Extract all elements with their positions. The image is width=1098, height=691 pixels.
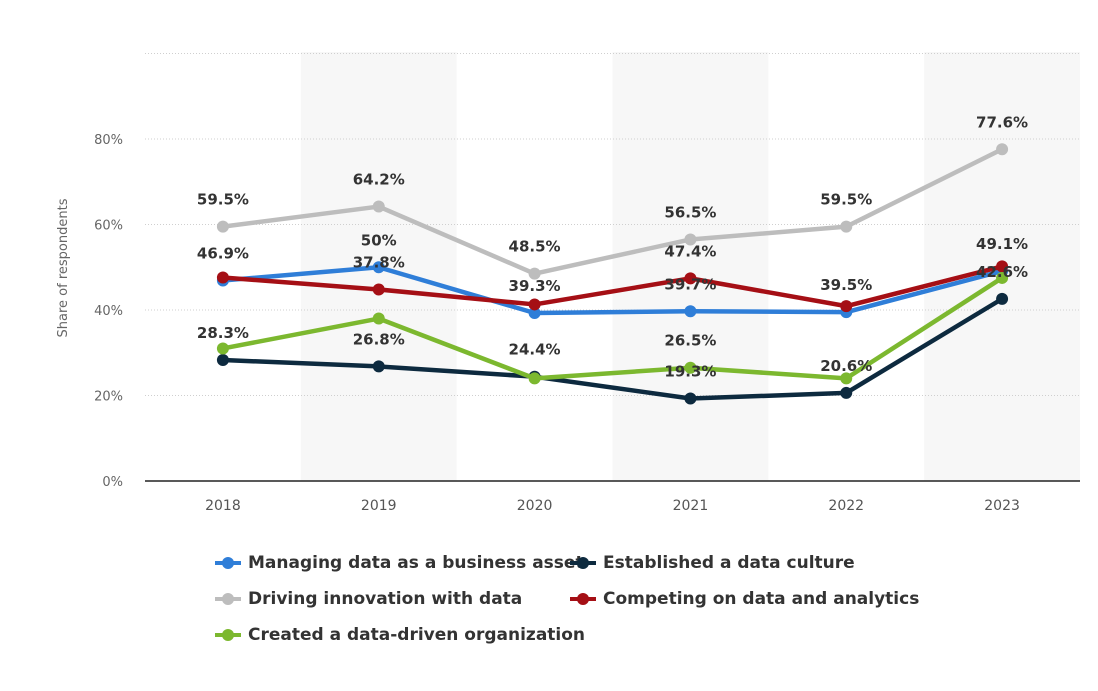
data-label: 28.3% [197,324,249,342]
data-label: 50% [361,231,397,249]
x-tick-label: 2021 [673,498,709,514]
data-point [372,283,385,296]
data-label: 39.5% [820,276,872,294]
data-label: 56.5% [664,203,716,221]
data-point [684,305,697,318]
data-label: 39.3% [509,277,561,295]
data-label: 49.1% [976,235,1028,253]
data-label: 26.8% [353,330,405,348]
legend-label: Driving innovation with data [248,589,523,609]
y-tick-label: 40% [94,304,123,319]
y-tick-label: 0% [102,475,123,490]
data-point [372,360,385,373]
x-tick-label: 2020 [517,498,553,514]
legend-label: Managing data as a business asset [248,553,584,573]
data-label: 19.3% [664,362,716,380]
x-tick-label: 2019 [361,498,397,514]
data-point [840,300,853,313]
data-point [216,354,229,367]
y-tick-label: 20% [94,390,123,405]
data-label: 37.8% [353,253,405,271]
data-label: 42.6% [976,263,1028,281]
data-point [684,392,697,405]
x-tick-label: 2022 [828,498,864,514]
line-chart: 0% 20% 40% 60% 80% 2018 2019 2020 2021 2022 2023 Sh… [56,52,1080,514]
data-label: 24.4% [509,341,561,359]
data-point [684,272,697,285]
legend-swatch-icon [215,629,241,641]
legend-label: Created a data-driven organization [248,625,586,645]
data-label: 64.2% [353,171,405,189]
y-tick-label: 60% [94,219,123,234]
legend-swatch-icon [570,557,596,569]
legend-item-managing-data[interactable]: Managing data as a business asset [215,553,584,573]
legend-item-competing[interactable]: Competing on data and analytics [570,589,919,609]
data-label: 59.5% [820,191,872,209]
data-point [372,312,385,325]
legend-item-data-driven-org[interactable]: Created a data-driven organization [215,625,585,645]
series-line [220,264,1005,309]
y-axis-title: Share of respondents [56,198,71,337]
data-point [684,361,697,374]
series-line [220,296,1005,401]
data-point [840,386,853,399]
data-label: 20.6% [820,357,872,375]
data-label: 46.9% [197,245,249,263]
data-label: 59.5% [197,191,249,209]
data-label: 77.6% [976,113,1028,131]
data-point [840,372,853,385]
legend-item-innovation[interactable]: Driving innovation with data [215,589,522,609]
data-label: 48.5% [509,238,561,256]
data-point [216,271,229,284]
data-point [528,298,541,311]
data-point [528,267,541,280]
data-label: 47.4% [664,242,716,260]
series-line [220,265,1005,316]
data-point [528,372,541,385]
legend-item-data-culture[interactable]: Established a data culture [570,553,855,573]
data-point [528,306,541,319]
x-tick-label: 2018 [205,498,241,514]
data-point [840,220,853,233]
data-point [372,261,385,274]
legend-label: Established a data culture [603,553,855,573]
data-point [996,143,1009,156]
legend-label: Competing on data and analytics [603,589,920,609]
x-tick-label: 2023 [984,498,1020,514]
data-label: 39.7% [664,275,716,293]
data-point [372,200,385,213]
series-line [220,147,1005,276]
legend-swatch-icon [215,557,241,569]
plot-band [612,52,769,481]
legend-swatch-icon [570,593,596,605]
data-point [216,342,229,355]
data-point [996,271,1009,284]
legend-swatch-icon [215,593,241,605]
series-line [220,275,1005,381]
data-point [996,292,1009,305]
data-point [996,260,1009,273]
data-label: 26.5% [664,332,716,350]
data-point [684,233,697,246]
data-point [216,220,229,233]
y-tick-label: 80% [94,133,123,148]
